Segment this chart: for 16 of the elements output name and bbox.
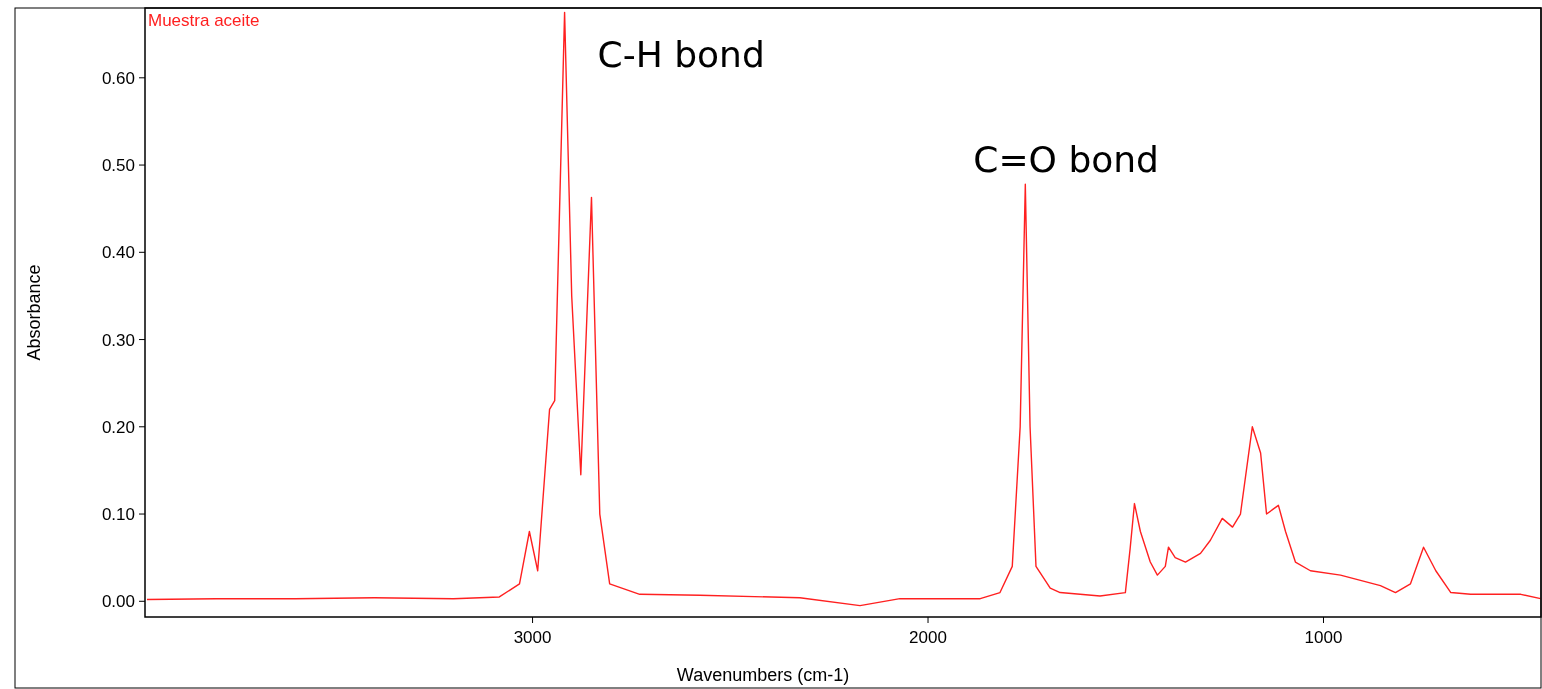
x-tick-label: 2000: [909, 628, 947, 647]
y-tick-label: 0.40: [101, 243, 135, 263]
annotation: C-H bond: [597, 34, 765, 76]
y-tick-label: 0.10: [101, 505, 135, 525]
y-tick-label: 0.50: [101, 156, 135, 176]
x-tick-label: 3000: [513, 628, 552, 647]
text: Muestra aceite: [148, 11, 260, 30]
annotation: C=O bond: [973, 139, 1159, 181]
y-tick-label: 0.30: [101, 330, 135, 350]
y-tick-label: 0.00: [101, 592, 135, 612]
x-tick-label: 1000: [1304, 628, 1343, 647]
y-tick-label: 0.60: [101, 68, 135, 88]
line-series: [146, 11, 1541, 607]
y-axis-title: Absorbance: [24, 264, 44, 361]
y-tick-label: 0.20: [101, 417, 135, 437]
x-axis-title: Wavenumbers (cm-1): [676, 665, 850, 685]
